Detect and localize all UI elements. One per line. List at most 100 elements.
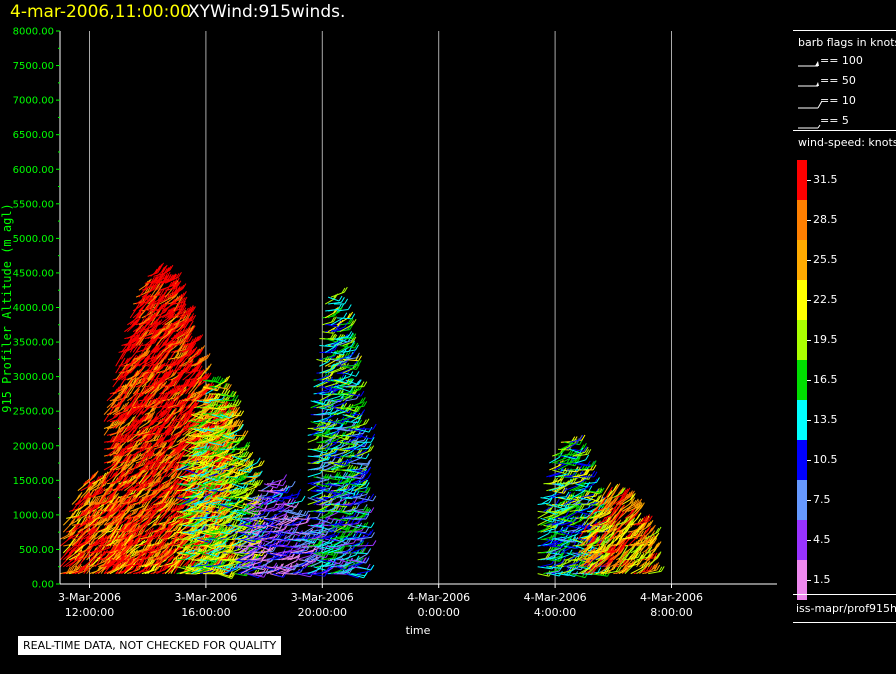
wind-barb-flag xyxy=(111,532,116,539)
wind-barb-flag xyxy=(99,488,104,494)
wind-barb-flag xyxy=(140,510,145,516)
wind-barb-flag xyxy=(94,470,99,476)
wind-barb-flag xyxy=(98,517,103,524)
wind-barb-flag xyxy=(128,402,133,409)
wind-barb-flag xyxy=(118,413,123,420)
wind-barb-flag xyxy=(133,335,137,342)
wind-barb-flag xyxy=(123,370,128,377)
wind-barb-flag xyxy=(92,489,97,496)
wind-barb-flag xyxy=(109,402,114,409)
wind-barb-flag xyxy=(115,563,119,570)
wind-barb-flag xyxy=(115,469,120,475)
wind-barb-flag xyxy=(123,412,128,419)
wind-barb-flag xyxy=(77,510,82,517)
wind-barb-flag xyxy=(71,510,76,517)
wind-barb-flag xyxy=(118,456,123,463)
wind-barb-flag xyxy=(92,497,97,504)
wind-barb-flag xyxy=(124,475,129,481)
wind-barb-flag xyxy=(101,479,106,485)
wind-barb-flag xyxy=(126,542,131,548)
wind-barb-flag xyxy=(90,504,94,510)
wind-barb-flag xyxy=(128,504,133,510)
wind-barb-flag xyxy=(92,503,96,510)
wind-barb-flag xyxy=(126,554,131,560)
wind-barb-flag xyxy=(131,336,135,343)
wind-barb-flag xyxy=(114,533,119,540)
wind-barb-flag xyxy=(122,403,127,409)
wind-barb-flag xyxy=(125,345,130,351)
wind-barb-flag xyxy=(95,525,100,532)
wind-barb-flag xyxy=(127,410,132,417)
wind-barb-flag xyxy=(76,494,80,501)
wind-barb-flag xyxy=(121,389,126,395)
wind-barb-flag xyxy=(127,356,132,363)
wind-barb-flag xyxy=(123,434,128,441)
wind-barb-flag xyxy=(112,442,117,448)
wind-barb-flag xyxy=(115,435,119,442)
wind-barb-flag xyxy=(127,435,132,442)
wind-barb-flag xyxy=(178,271,182,278)
wind-barb-flag xyxy=(113,552,118,559)
wind-barb-flag xyxy=(89,474,94,480)
wind-barb-flag xyxy=(134,531,139,537)
wind-barb-flag xyxy=(119,434,124,441)
wind-barb-flag xyxy=(127,518,132,524)
wind-barb-flag xyxy=(113,455,117,461)
wind-barb-flag xyxy=(130,416,135,423)
wind-barb-flag xyxy=(133,508,138,515)
wind-barb-flag xyxy=(134,453,139,459)
title-product: XYWind:915winds. xyxy=(188,2,346,22)
wind-barb-flag xyxy=(93,552,98,558)
wind-barb-flag xyxy=(92,540,97,547)
wind-barb-flag xyxy=(125,555,130,562)
wind-barb-flag xyxy=(134,430,139,437)
wind-barb-flag xyxy=(114,526,118,533)
wind-barb-flag xyxy=(122,555,127,562)
wind-barb-flag xyxy=(117,402,122,409)
wind-barb-flag xyxy=(104,496,109,503)
wind-barb-flag xyxy=(118,434,123,441)
wind-barb-flag xyxy=(86,535,91,542)
wind-barb-flag xyxy=(134,400,139,406)
wind-barb-flag xyxy=(90,527,95,534)
wind-barb-flag xyxy=(134,401,139,407)
wind-barb-flag xyxy=(132,419,137,425)
wind-barb-flag xyxy=(114,507,118,513)
wind-barb-flag xyxy=(126,497,131,503)
wind-barb-flag xyxy=(107,503,112,510)
wind-barb-flag xyxy=(78,555,83,562)
wind-barb-flag xyxy=(116,458,121,464)
wind-barb-flag xyxy=(115,543,120,550)
wind-barb-flag xyxy=(71,565,75,572)
wind-barb-flag xyxy=(117,562,122,569)
wind-barb-flag xyxy=(131,509,136,516)
wind-barb-flag xyxy=(109,488,113,494)
wind-barb-flag xyxy=(128,480,132,487)
wind-barb-flag xyxy=(132,532,137,538)
wind-barb-flag xyxy=(103,558,108,565)
wind-barb-flag xyxy=(132,427,137,434)
wind-barb-flag xyxy=(94,526,98,533)
wind-barb-flag xyxy=(92,528,96,534)
wind-barb-flag xyxy=(128,442,133,448)
wind-barb-flag xyxy=(123,477,127,483)
wind-barb-flag xyxy=(112,493,117,500)
wind-barb-flag xyxy=(129,364,134,371)
wind-barb-flag xyxy=(96,497,101,503)
wind-barb-flag xyxy=(73,565,78,572)
wind-barb-flag xyxy=(124,455,129,462)
wind-barb-flag xyxy=(94,518,99,525)
wind-barb-flag xyxy=(115,459,120,466)
wind-barb-flag xyxy=(123,525,127,531)
wind-barb-flag xyxy=(75,511,80,517)
wind-barb-flag xyxy=(112,545,117,551)
wind-barb-flag xyxy=(111,400,116,407)
wind-barb-flag xyxy=(134,496,139,502)
wind-barb-flag xyxy=(90,534,95,540)
wind-barb-flag xyxy=(121,425,126,432)
wind-barb-flag xyxy=(113,419,118,426)
wind-barb-flag xyxy=(91,473,96,479)
wind-barb-flag xyxy=(115,525,120,532)
wind-barb-flag xyxy=(79,531,84,537)
